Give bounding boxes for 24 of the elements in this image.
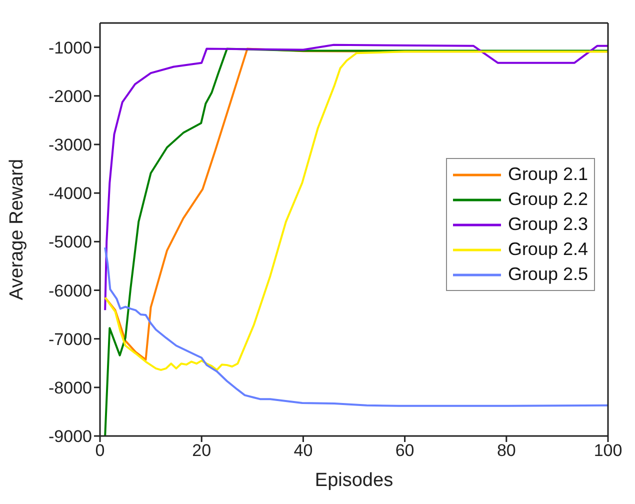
y-axis-title: Average Reward bbox=[6, 158, 28, 300]
x-tick-label: 60 bbox=[395, 441, 414, 460]
x-tick-label: 100 bbox=[594, 441, 622, 460]
legend-label: Group 2.3 bbox=[508, 213, 588, 236]
y-tick-label: -6000 bbox=[48, 281, 92, 300]
y-tick-label: -4000 bbox=[48, 184, 92, 204]
x-tick-label: 80 bbox=[496, 441, 516, 460]
x-tick-label: 40 bbox=[294, 441, 313, 460]
legend-label: Group 2.4 bbox=[508, 238, 588, 261]
y-tick-label: -3000 bbox=[48, 136, 92, 155]
line-series bbox=[104, 44, 608, 312]
y-tick-label: -9000 bbox=[48, 427, 92, 446]
line-series bbox=[104, 48, 608, 436]
y-tick-label: -7000 bbox=[48, 330, 92, 349]
y-tick-label: -5000 bbox=[48, 232, 92, 252]
y-tick-label: -2000 bbox=[48, 86, 92, 106]
legend-label: Group 2.2 bbox=[508, 188, 588, 211]
x-tick-label: 20 bbox=[192, 441, 212, 460]
legend-label: Group 2.5 bbox=[508, 263, 588, 286]
legend-label: Group 2.1 bbox=[508, 163, 588, 186]
y-tick-label: -1000 bbox=[48, 38, 92, 58]
x-axis-title: Episodes bbox=[314, 470, 394, 491]
y-tick-label: -8000 bbox=[48, 378, 92, 398]
x-tick-label: 0 bbox=[95, 441, 105, 460]
